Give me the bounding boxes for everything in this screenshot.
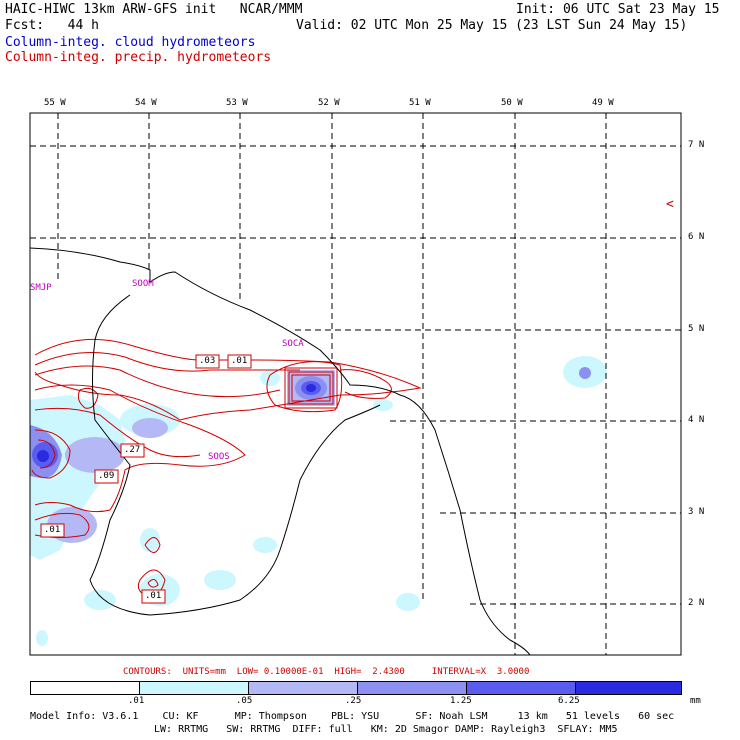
contour-label: .27: [124, 446, 140, 455]
contour-label: .03: [199, 357, 215, 366]
station-label: SOOM: [132, 280, 154, 289]
contour-label: .09: [98, 472, 114, 481]
scale-label: 6.25: [558, 697, 580, 706]
lat-label: 3 N: [688, 508, 704, 517]
contour-label: .01: [145, 592, 161, 601]
scale-label: .05: [236, 697, 252, 706]
lat-label: 5 N: [688, 325, 704, 334]
scale-label: .25: [345, 697, 361, 706]
lon-label: 53 W: [226, 99, 248, 108]
contour-label: .01: [231, 357, 247, 366]
lon-label: 55 W: [44, 99, 66, 108]
lon-label: 51 W: [409, 99, 431, 108]
scale-label: 1.25: [450, 697, 472, 706]
lat-label: 4 N: [688, 416, 704, 425]
contour-label: .01: [44, 526, 60, 535]
model-info-line1: Model Info: V3.6.1 CU: KF MP: Thompson P…: [30, 712, 674, 722]
station-label: SOOS: [208, 453, 230, 462]
lat-label: 2 N: [688, 599, 704, 608]
color-scale-bar: [30, 681, 682, 695]
cloud-shading: [30, 356, 607, 646]
contours-info: CONTOURS: UNITS=mm LOW= 0.10000E-01 HIGH…: [123, 668, 529, 677]
station-label: SMJP: [30, 284, 52, 293]
lon-label: 49 W: [592, 99, 614, 108]
lat-label: 6 N: [688, 233, 704, 242]
scale-label: .01: [128, 697, 144, 706]
station-label: SOCA: [282, 340, 304, 349]
lon-label: 54 W: [135, 99, 157, 108]
model-info-line2: LW: RRTMG SW: RRTMG DIFF: full KM: 2D Sm…: [154, 725, 618, 735]
scale-units: mm: [690, 697, 701, 706]
lon-label: 52 W: [318, 99, 340, 108]
lat-label: 7 N: [688, 141, 704, 150]
wind-marker: <: [666, 198, 674, 211]
lon-label: 50 W: [501, 99, 523, 108]
